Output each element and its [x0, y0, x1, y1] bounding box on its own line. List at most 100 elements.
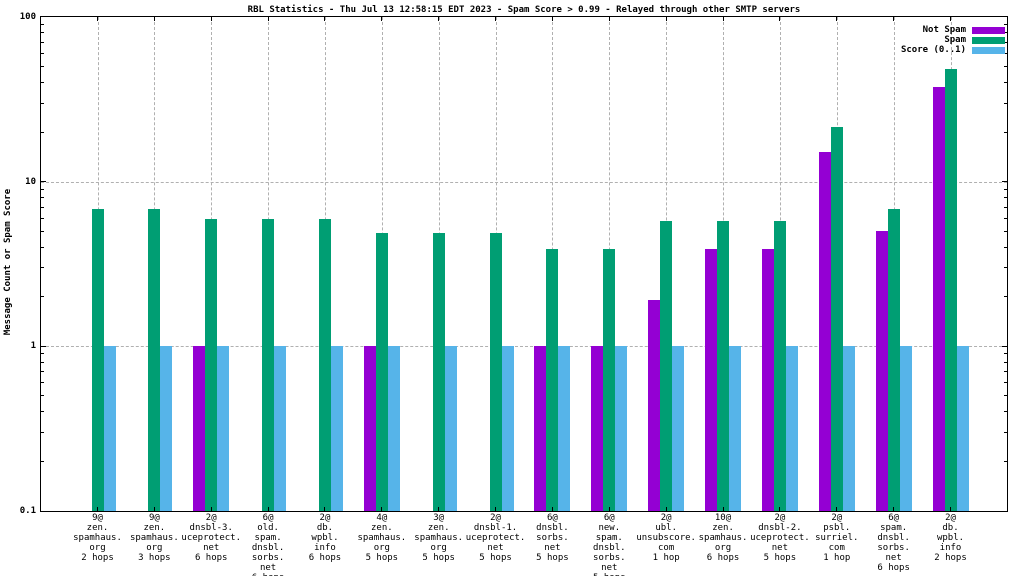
y-tick-mark	[41, 395, 44, 397]
x-category-label-line: 10@	[714, 513, 732, 523]
x-category-label-line: info	[939, 543, 962, 553]
legend-label: Score (0..1)	[900, 45, 966, 55]
x-category-label-line: net	[203, 543, 220, 553]
bar-score-0-1--10	[672, 346, 685, 511]
x-tick-mark	[779, 17, 781, 21]
x-category-label-line: org	[89, 543, 106, 553]
h-gridline	[41, 181, 1007, 183]
x-category-label-line: net	[544, 543, 561, 553]
x-category-label-line: net	[259, 563, 277, 573]
h-gridline	[41, 346, 1007, 348]
x-category-label: 4@ zen. spamhaus. org 5 hops	[348, 513, 416, 563]
x-tick-mark	[779, 507, 781, 511]
y-tick-label: 10	[25, 176, 36, 187]
x-category-label: 2@ dnsbl-2. uceprotect. net 5 hops	[746, 513, 814, 563]
x-category-label-line: db.	[942, 523, 959, 533]
x-category-label-line: 2@	[831, 513, 843, 523]
bar-score-0-1--2	[217, 346, 230, 511]
x-tick-mark	[722, 507, 724, 511]
bar-spam-13	[830, 126, 843, 511]
bar-not-spam-10	[648, 300, 661, 511]
y-tick-mark	[1004, 371, 1007, 373]
y-tick-mark	[41, 267, 44, 269]
x-category-label-line: info	[314, 543, 336, 553]
x-category-label-line: 2@	[319, 513, 331, 523]
legend-entry: Not Spam	[901, 25, 1005, 35]
bar-spam-0	[91, 209, 104, 511]
x-category-label-line: zen.	[143, 523, 166, 533]
x-category-label-line: surriel.	[815, 533, 859, 543]
x-category-label-line: dnsbl.	[877, 533, 910, 543]
y-tick-mark	[41, 188, 44, 190]
x-category-label-line: zen.	[370, 523, 393, 533]
y-tick-mark	[1004, 353, 1007, 355]
x-category-label-line: dnsbl.	[536, 523, 569, 533]
x-category-label-line: 5 hops	[536, 553, 569, 563]
x-tick-mark	[551, 507, 553, 511]
bar-score-0-1--4	[330, 346, 343, 511]
x-category-label-line: net	[885, 553, 902, 563]
y-tick-mark	[1004, 82, 1007, 84]
y-tick-mark	[1004, 460, 1007, 462]
y-tick-mark	[41, 82, 44, 84]
x-category-label-line: org	[714, 543, 732, 553]
x-category-label-line: 9@	[148, 513, 160, 523]
x-tick-mark	[438, 507, 440, 511]
x-tick-mark	[267, 507, 269, 511]
bar-not-spam-8	[534, 346, 547, 511]
bar-score-0-1--11	[729, 346, 742, 511]
x-category-label-line: 6@	[603, 513, 615, 523]
bar-score-0-1--7	[501, 346, 514, 511]
y-tick-mark	[1004, 411, 1007, 413]
x-category-label: 9@ zen. spamhaus. org 3 hops	[120, 513, 188, 563]
x-category-label-line: spamhaus.	[129, 533, 179, 543]
x-category-label-line: 5 hops	[365, 553, 399, 563]
y-tick-mark	[41, 345, 46, 347]
y-tick-mark	[41, 246, 44, 248]
x-category-label-line: 5 hops	[479, 553, 512, 563]
x-category-label: 2@ db. wpbl. info 6 hops	[291, 513, 359, 563]
legend-swatch	[972, 26, 1005, 34]
y-tick-mark	[1002, 181, 1007, 183]
bar-spam-2	[205, 219, 218, 511]
x-category-label: 6@ dnsbl. sorbs. net 5 hops	[518, 513, 586, 563]
y-tick-mark	[1004, 217, 1007, 219]
x-category-label-line: db.	[316, 523, 334, 533]
x-tick-mark	[210, 507, 212, 511]
x-category-label-line: org	[373, 543, 390, 553]
bar-spam-9	[603, 249, 616, 511]
bar-spam-7	[489, 232, 502, 511]
x-tick-mark	[722, 17, 724, 21]
y-tick-mark	[41, 32, 44, 34]
bar-spam-6	[432, 232, 445, 511]
y-tick-mark	[41, 460, 44, 462]
bar-spam-14	[887, 209, 900, 511]
x-category-label-line: dnsbl.	[593, 543, 626, 553]
y-tick-mark	[1004, 32, 1007, 34]
x-tick-mark	[836, 17, 838, 21]
x-tick-mark	[153, 17, 155, 21]
x-tick-mark	[438, 17, 440, 21]
plot-area: Not Spam Spam Score (0..1)	[40, 16, 1008, 512]
x-tick-mark	[324, 507, 326, 511]
x-tick-mark	[893, 17, 895, 21]
x-category-label-line: psbl.	[823, 523, 851, 533]
x-category-label-line: spam.	[880, 523, 908, 533]
x-category-label-line: 2@	[490, 513, 501, 523]
x-category-label-line: org	[146, 543, 163, 553]
x-category-label-line: 5 hops	[763, 553, 797, 563]
bar-not-spam-14	[875, 231, 888, 511]
bar-not-spam-11	[705, 249, 718, 511]
bar-not-spam-9	[591, 346, 604, 511]
x-category-label-line: net	[771, 543, 789, 553]
x-category-label-line: dnsbl-2.	[758, 523, 802, 533]
y-tick-mark	[41, 361, 44, 363]
y-tick-mark	[1004, 206, 1007, 208]
x-tick-mark	[153, 507, 155, 511]
x-category-label-line: 6 hops	[308, 553, 342, 563]
x-tick-mark	[608, 507, 610, 511]
x-category-label-line: sorbs.	[593, 553, 626, 563]
x-tick-mark	[267, 17, 269, 21]
